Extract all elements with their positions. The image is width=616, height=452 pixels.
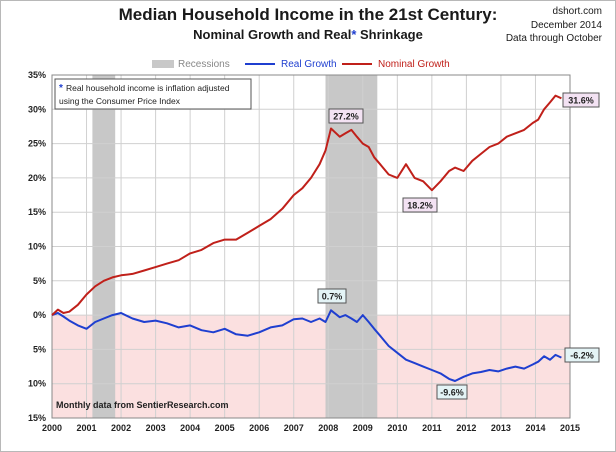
- callout-box: [317, 288, 347, 304]
- y-tick-label: 15%: [28, 207, 46, 217]
- x-tick-label: 2013: [491, 423, 511, 433]
- x-tick-label: 2015: [560, 423, 580, 433]
- callout-box: [562, 92, 600, 108]
- chart-title: Median Household Income in the 21st Cent…: [118, 5, 498, 24]
- y-tick-label: 5%: [33, 344, 46, 354]
- subtitle-part-2: Shrinkage: [356, 27, 423, 42]
- note-star: *: [59, 83, 63, 94]
- y-tick-label: 20%: [28, 173, 46, 183]
- series-line-real-growth: [51, 309, 562, 382]
- callout-label: 18.2%: [407, 201, 433, 211]
- subtitle-star: *: [351, 27, 357, 42]
- y-tick-label: 10%: [28, 379, 46, 389]
- y-tick-label: 30%: [28, 104, 46, 114]
- y-tick-label: 15%: [28, 413, 46, 423]
- subtitle-part-1: Nominal Growth and Real: [193, 27, 352, 42]
- chart-subtitle: Nominal Growth and Real* Shrinkage: [0, 27, 616, 42]
- source-date: December 2014: [530, 20, 602, 31]
- legend-label-real-growth: Real Growth: [281, 59, 337, 70]
- x-tick-label: 2010: [387, 423, 407, 433]
- callout-box: [328, 108, 364, 124]
- note-box: [54, 78, 252, 110]
- x-tick-label: 2003: [146, 423, 166, 433]
- x-tick-label: 2002: [111, 423, 131, 433]
- plot-border: [51, 74, 571, 419]
- source-note: Data through October: [505, 33, 602, 44]
- x-tick-label: 2000: [42, 423, 62, 433]
- x-tick-label: 2011: [422, 423, 442, 433]
- callout-box: [564, 347, 600, 363]
- x-tick-label: 2004: [180, 423, 200, 433]
- note-line-2: using the Consumer Price Index: [59, 96, 181, 106]
- x-tick-label: 2009: [353, 423, 373, 433]
- y-tick-label: 5%: [33, 276, 46, 286]
- callout-label: -6.2%: [570, 351, 594, 361]
- note-line-1: Real household income is inflation adjus…: [66, 83, 230, 93]
- legend-label-recessions: Recessions: [178, 59, 230, 70]
- x-tick-label: 2014: [525, 423, 545, 433]
- footer-note: Monthly data from SentierResearch.com: [56, 400, 229, 410]
- x-tick-label: 2001: [77, 423, 97, 433]
- x-tick-label: 2005: [215, 423, 235, 433]
- callout-label: 27.2%: [333, 112, 359, 122]
- legend-label-nominal-growth: Nominal Growth: [378, 59, 450, 70]
- x-tick-label: 2006: [249, 423, 269, 433]
- callout-box: [436, 384, 468, 400]
- legend-swatch-recessions: [152, 60, 174, 68]
- callout-box: [402, 197, 438, 213]
- source-site: dshort.com: [552, 6, 602, 17]
- callout-label: 31.6%: [568, 96, 594, 106]
- x-tick-label: 2008: [318, 423, 338, 433]
- x-tick-label: 2012: [456, 423, 476, 433]
- y-tick-label: 35%: [28, 70, 46, 80]
- y-tick-label: 10%: [28, 242, 46, 252]
- negative-zone: [52, 315, 570, 418]
- x-tick-label: 2007: [284, 423, 304, 433]
- y-tick-label: 0%: [33, 310, 46, 320]
- series-line-nominal-growth: [51, 94, 562, 316]
- callout-label: 0.7%: [322, 292, 343, 302]
- callout-label: -9.6%: [440, 388, 464, 398]
- y-tick-label: 25%: [28, 139, 46, 149]
